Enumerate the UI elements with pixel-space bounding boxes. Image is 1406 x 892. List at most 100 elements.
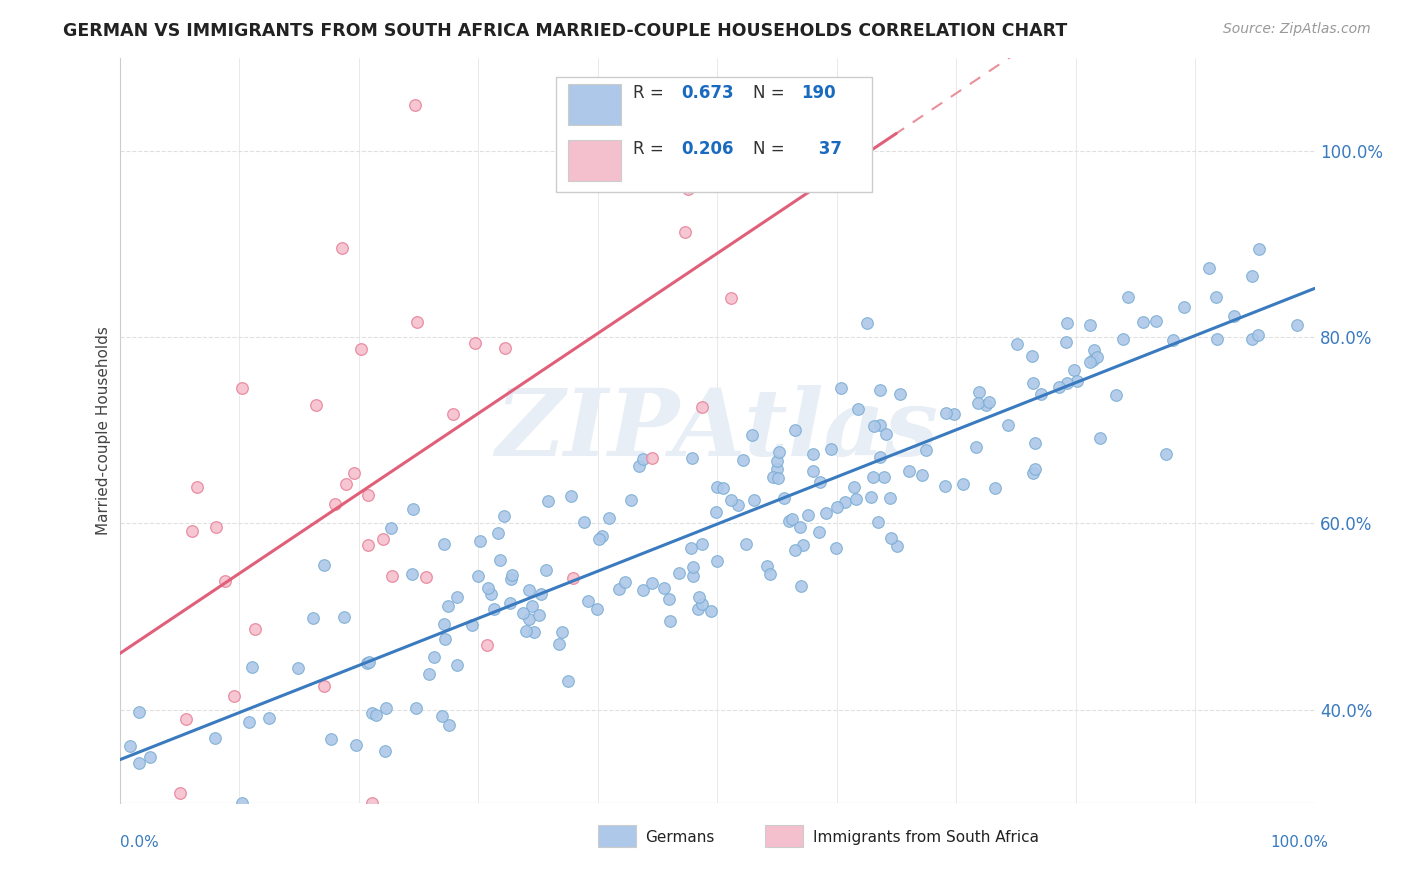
Text: Immigrants from South Africa: Immigrants from South Africa	[813, 830, 1039, 845]
Point	[886, 539, 908, 553]
Point	[464, 336, 486, 351]
Point	[869, 450, 891, 465]
Point	[169, 787, 191, 801]
Point	[880, 531, 903, 545]
Point	[335, 477, 357, 491]
Point	[312, 558, 335, 572]
Point	[734, 537, 756, 551]
Point	[773, 491, 796, 505]
Point	[357, 539, 380, 553]
Point	[706, 480, 728, 494]
Point	[967, 396, 990, 410]
Point	[446, 590, 468, 604]
Point	[792, 538, 814, 552]
Point	[801, 464, 824, 478]
Point	[494, 341, 516, 355]
Point	[461, 618, 484, 632]
Point	[1105, 388, 1128, 402]
Point	[1083, 343, 1105, 358]
Point	[785, 423, 807, 437]
Point	[529, 607, 551, 622]
Point	[690, 400, 713, 414]
Point	[814, 506, 837, 520]
Bar	[598, 825, 636, 847]
Point	[598, 97, 620, 112]
Point	[706, 554, 728, 568]
Text: 37: 37	[813, 140, 842, 158]
Point	[238, 714, 260, 729]
Point	[356, 656, 378, 670]
Point	[766, 471, 789, 485]
Point	[404, 97, 426, 112]
Point	[499, 572, 522, 586]
Point	[128, 705, 150, 719]
Point	[897, 464, 920, 478]
Point	[1247, 242, 1270, 256]
Point	[862, 470, 884, 484]
Point	[441, 407, 464, 421]
Point	[302, 610, 325, 624]
Point	[360, 706, 382, 720]
Point	[808, 475, 831, 490]
Point	[690, 536, 713, 550]
Text: R =: R =	[633, 140, 669, 158]
Point	[768, 445, 790, 459]
Point	[641, 451, 664, 466]
Point	[668, 566, 690, 580]
Point	[231, 381, 253, 395]
Point	[305, 398, 328, 412]
Point	[643, 176, 665, 190]
Point	[174, 712, 197, 726]
Point	[381, 569, 404, 583]
Point	[422, 650, 444, 665]
Point	[1080, 355, 1102, 369]
Point	[522, 599, 544, 614]
Point	[477, 638, 499, 652]
Point	[204, 520, 226, 534]
Point	[366, 708, 388, 723]
Point	[374, 744, 396, 758]
Text: 190: 190	[801, 84, 835, 102]
Point	[965, 441, 987, 455]
Point	[830, 97, 852, 112]
Text: 0.673: 0.673	[682, 84, 734, 102]
Bar	[568, 140, 621, 181]
Point	[1021, 349, 1043, 363]
Point	[1240, 332, 1263, 346]
Point	[430, 708, 453, 723]
Text: ZIPAtlas: ZIPAtlas	[495, 385, 939, 475]
Point	[1116, 290, 1139, 304]
Point	[1024, 436, 1046, 450]
Point	[676, 182, 699, 196]
Point	[652, 581, 675, 595]
Point	[631, 582, 654, 597]
Point	[889, 387, 911, 401]
Point	[477, 581, 499, 595]
Point	[1078, 318, 1101, 332]
Point	[869, 417, 891, 432]
Point	[517, 612, 540, 626]
Point	[1285, 318, 1308, 332]
Point	[576, 594, 599, 608]
Point	[742, 493, 765, 508]
Point	[1063, 362, 1085, 376]
Point	[1132, 315, 1154, 329]
Point	[855, 317, 877, 331]
Point	[1161, 333, 1184, 347]
Point	[741, 427, 763, 442]
Point	[437, 718, 460, 732]
Point	[1049, 379, 1071, 393]
Point	[614, 575, 637, 590]
Point	[332, 610, 354, 624]
Point	[934, 478, 956, 492]
Point	[186, 480, 208, 494]
Point	[658, 592, 681, 607]
Point	[778, 515, 800, 529]
Point	[432, 536, 454, 550]
Point	[915, 442, 938, 457]
Point	[607, 582, 630, 596]
Point	[406, 315, 429, 329]
Text: 0.206: 0.206	[682, 140, 734, 158]
Point	[128, 756, 150, 771]
Point	[690, 597, 713, 611]
